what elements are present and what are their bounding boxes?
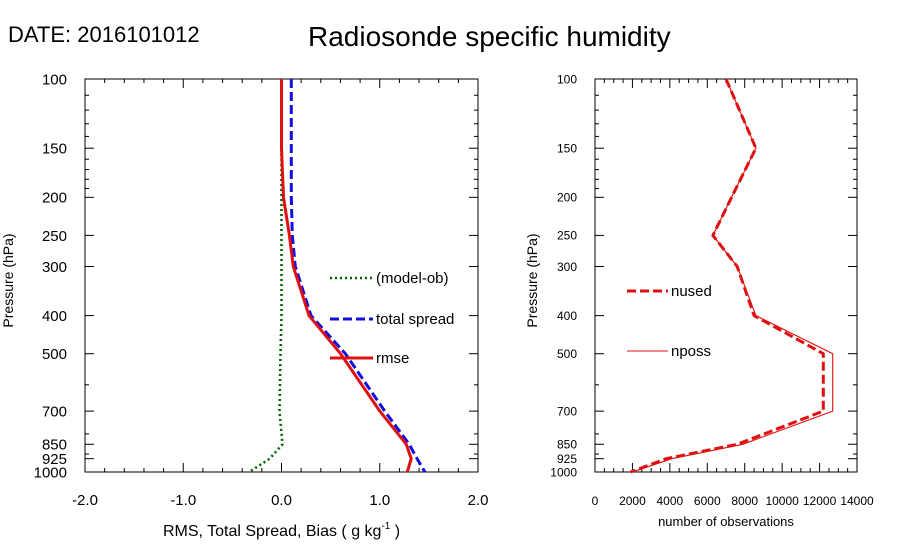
x-tick-label: -1.0	[170, 492, 196, 509]
y-tick-label: 700	[557, 404, 577, 418]
legend-label: (model-ob)	[376, 270, 449, 287]
series-line-nused	[630, 78, 825, 474]
x-tick-label: 10000	[765, 494, 799, 508]
y-tick-label: 300	[557, 260, 577, 274]
y-axis-label: Pressure (hPa)	[524, 233, 540, 327]
y-tick-label: 200	[557, 191, 577, 205]
y-tick-label: 925	[557, 452, 577, 466]
y-tick-label: 1000	[550, 465, 577, 479]
legend-label: nposs	[671, 343, 711, 360]
legend-label: rmse	[376, 350, 409, 367]
y-tick-label: 500	[42, 346, 67, 363]
y-tick-label: 700	[42, 404, 67, 421]
date-label: DATE: 2016101012	[8, 22, 200, 47]
y-tick-label: 850	[42, 437, 67, 454]
series-line-totalspread	[289, 79, 427, 473]
chart-title: Radiosonde specific humidity	[308, 21, 671, 52]
x-tick-label: 2.0	[468, 492, 489, 509]
y-tick-label: 250	[42, 228, 67, 245]
x-tick-label: 12000	[803, 494, 837, 508]
y-axis-label: Pressure (hPa)	[0, 233, 16, 327]
series-line-nposs	[632, 78, 834, 473]
series-line-rmse	[280, 79, 413, 473]
y-tick-label: 100	[42, 71, 67, 88]
x-axis-label: RMS, Total Spread, Bias ( g kg-1 )	[163, 521, 400, 540]
y-tick-label: 400	[557, 309, 577, 323]
y-tick-label: 100	[557, 72, 577, 86]
y-tick-label: 300	[42, 259, 67, 276]
y-tick-label: 250	[557, 229, 577, 243]
series-line-modelob	[248, 79, 284, 474]
y-tick-label: 500	[557, 347, 577, 361]
y-tick-label: 200	[42, 190, 67, 207]
y-tick-label: 150	[557, 142, 577, 156]
x-tick-label: 2000	[619, 494, 646, 508]
x-axis-label: number of observations	[658, 514, 794, 529]
legend-label: total spread	[376, 311, 454, 328]
x-tick-label: 6000	[694, 494, 721, 508]
x-tick-label: 8000	[731, 494, 758, 508]
y-tick-label: 925	[42, 451, 67, 468]
x-tick-label: 14000	[840, 494, 874, 508]
x-tick-label: -2.0	[72, 492, 98, 509]
x-tick-label: 0	[592, 494, 599, 508]
y-tick-label: 1000	[34, 464, 67, 481]
y-tick-label: 850	[557, 438, 577, 452]
y-tick-label: 400	[42, 308, 67, 325]
x-tick-label: 1.0	[369, 492, 390, 509]
x-tick-label: 4000	[657, 494, 684, 508]
y-tick-label: 150	[42, 141, 67, 158]
x-tick-label: 0.0	[271, 492, 292, 509]
legend-label: nused	[671, 283, 712, 300]
